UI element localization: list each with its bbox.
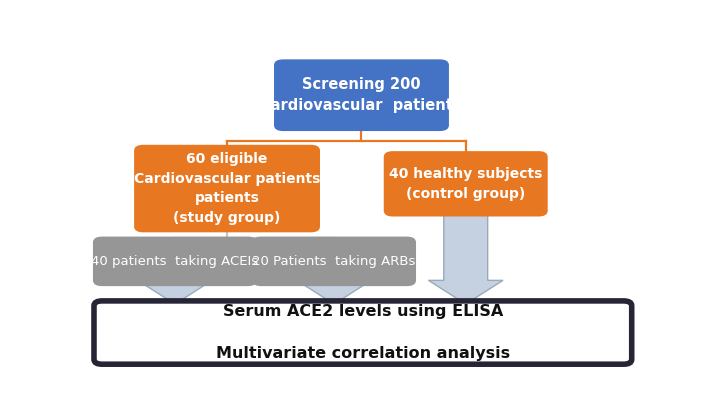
FancyBboxPatch shape <box>385 152 547 215</box>
FancyBboxPatch shape <box>253 238 415 285</box>
FancyBboxPatch shape <box>94 301 632 364</box>
Polygon shape <box>297 280 372 304</box>
Text: Screening 200
cardiovascular  patients: Screening 200 cardiovascular patients <box>262 77 462 113</box>
Text: 60 eligible
Cardiovascular patients
patients
(study group): 60 eligible Cardiovascular patients pati… <box>134 152 320 225</box>
FancyBboxPatch shape <box>135 146 319 231</box>
FancyBboxPatch shape <box>275 60 448 130</box>
Polygon shape <box>137 280 212 304</box>
FancyBboxPatch shape <box>94 238 256 285</box>
Text: Serum ACE2 levels using ELISA

Multivariate correlation analysis: Serum ACE2 levels using ELISA Multivaria… <box>216 304 510 361</box>
Text: 20 Patients  taking ARBs: 20 Patients taking ARBs <box>252 255 416 268</box>
Text: 40 patients  taking ACEIs: 40 patients taking ACEIs <box>91 255 258 268</box>
Polygon shape <box>428 212 503 304</box>
Text: 40 healthy subjects
(control group): 40 healthy subjects (control group) <box>389 167 542 201</box>
